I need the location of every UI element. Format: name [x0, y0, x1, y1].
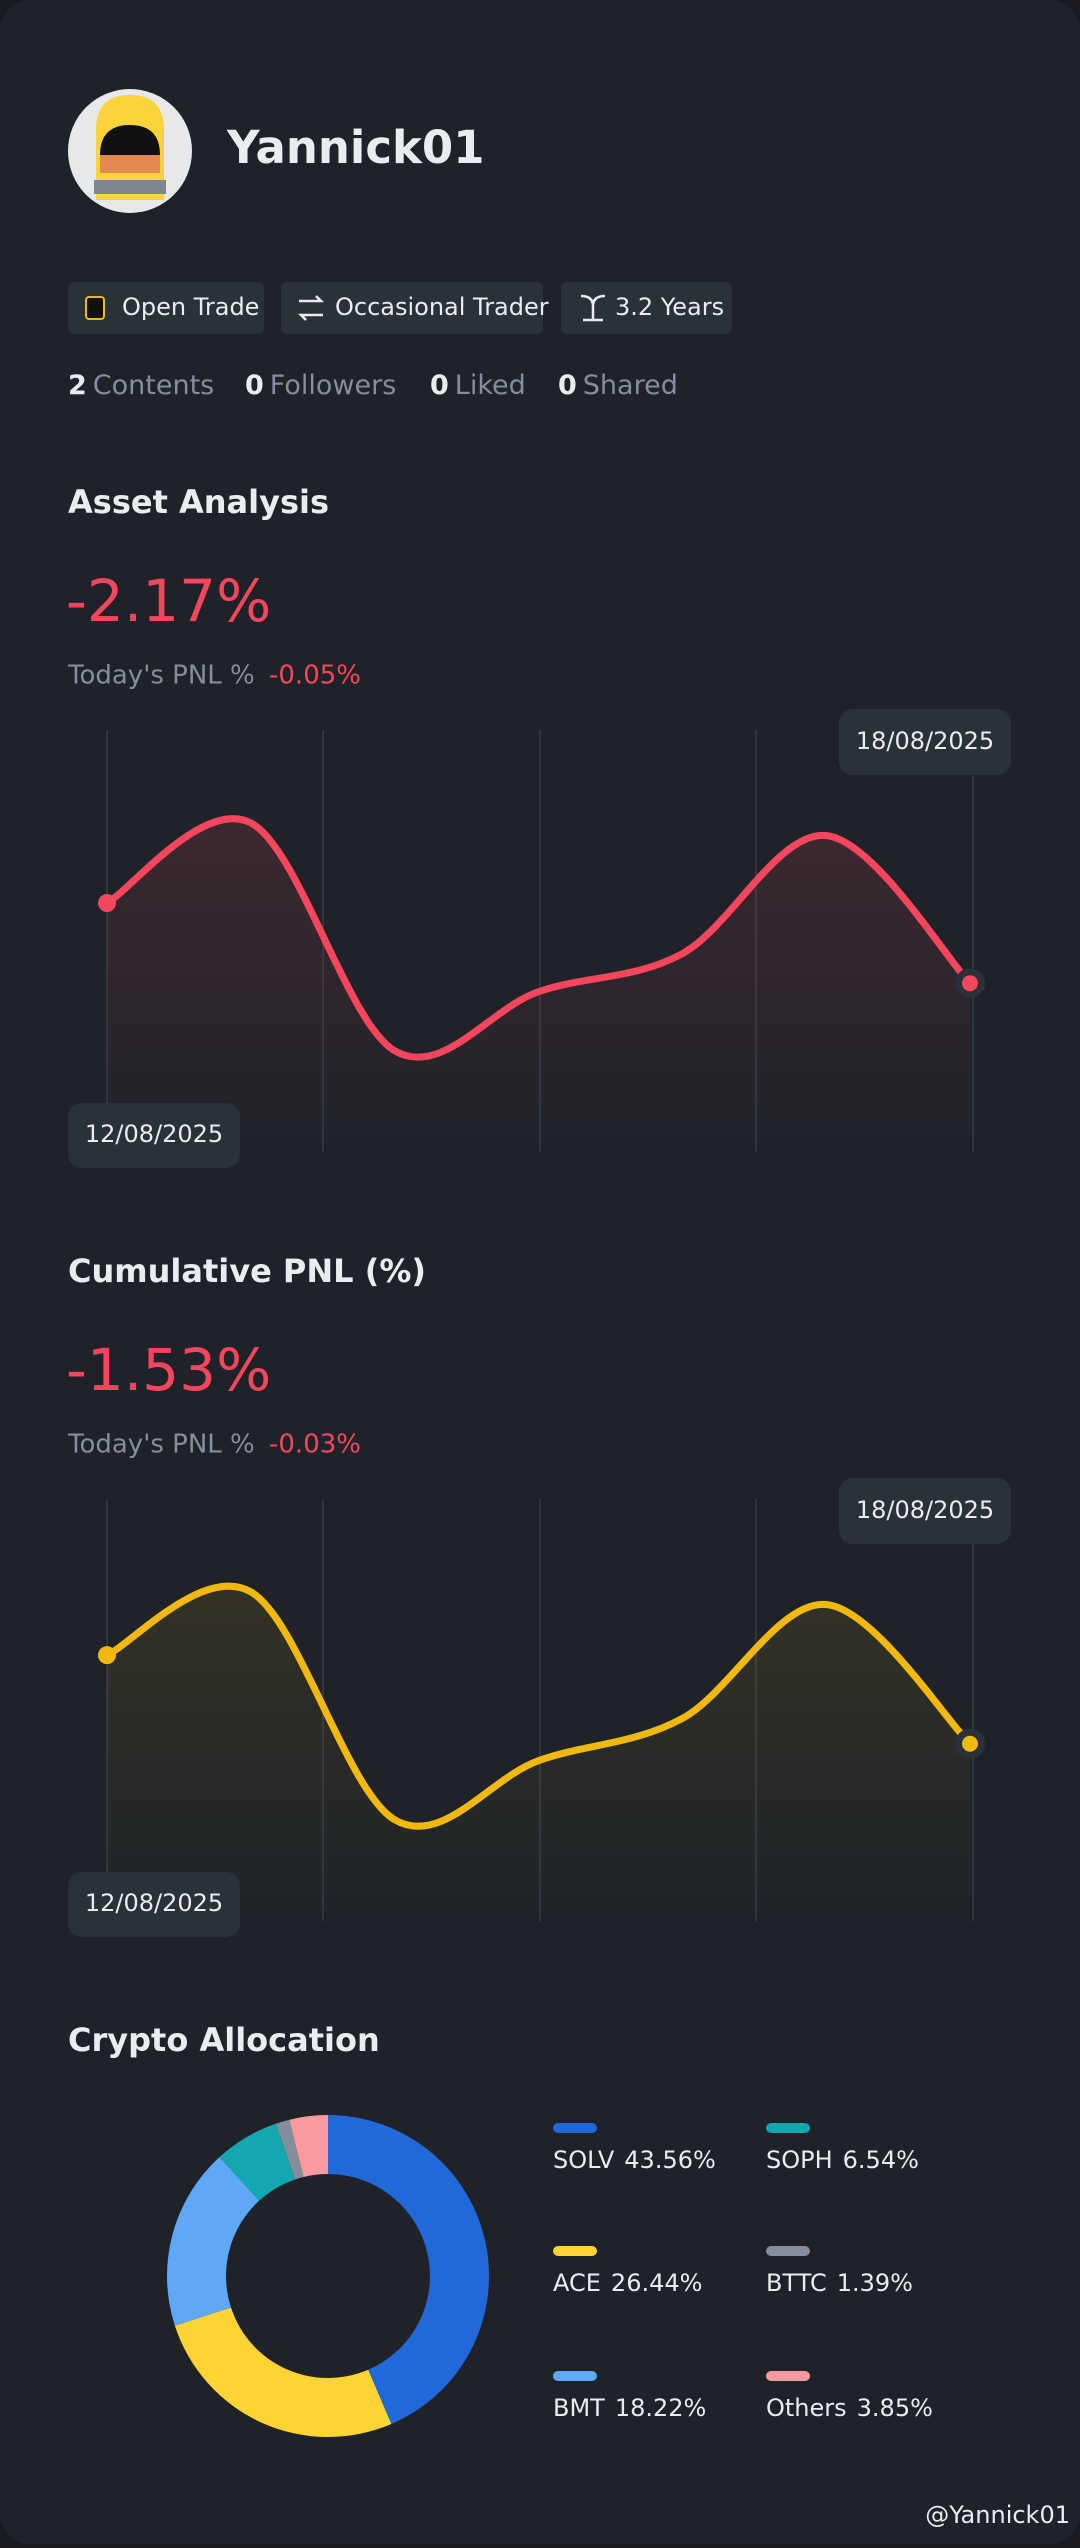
tooltip-date: 18/08/2025 — [856, 1496, 994, 1524]
legend-value: 3.85% — [857, 2394, 933, 2422]
section-title: Asset Analysis — [68, 483, 329, 521]
headline: -2.17% — [66, 567, 271, 635]
legend-swatch — [553, 2123, 597, 2133]
legend-value: 18.22% — [615, 2394, 707, 2422]
subtitle: Today's PNL % — [67, 661, 255, 691]
legend-value: 43.56% — [624, 2146, 716, 2174]
donut-slice — [167, 2157, 260, 2326]
donut-slice — [219, 2123, 296, 2201]
donut-slice — [328, 2115, 490, 2424]
user-name: Yannick01 — [226, 121, 485, 174]
donut-slice — [275, 2119, 304, 2180]
stat-label: Shared — [583, 370, 678, 401]
headline: -1.53% — [66, 1336, 271, 1404]
tooltip — [68, 1872, 240, 1937]
legend-entry: SOPH 6.54% — [766, 2146, 919, 2174]
legend-swatch — [766, 2371, 810, 2381]
stat-label: Liked — [455, 370, 526, 401]
line — [103, 815, 974, 1061]
donut-slice — [289, 2115, 328, 2177]
charts: Asset Analysis -2.17% Today's PNL % -0.05% 1… — [66, 483, 1011, 2438]
stat-value: 0 — [245, 370, 264, 401]
tag: 3.2 Years — [615, 293, 724, 321]
subtitle-value: -0.03% — [269, 1430, 361, 1460]
section-title: Crypto Allocation — [68, 2021, 380, 2059]
stat: 0 Shared — [558, 370, 678, 401]
legend-swatch — [766, 2123, 810, 2133]
tag: Occasional Trader — [335, 293, 549, 321]
end-dot — [962, 1735, 978, 1752]
stat: 2 Contents — [68, 370, 214, 401]
stat-value: 0 — [558, 370, 577, 401]
stats: 2 Contents 0 Followers 0 Liked 0 Shared — [68, 370, 678, 401]
stat-label: Contents — [93, 370, 214, 401]
legend-name: SOLV — [553, 2146, 615, 2174]
stat-value: 0 — [430, 370, 449, 401]
legend-swatch — [553, 2371, 597, 2381]
avatar — [68, 89, 192, 213]
tooltip-date: 12/08/2025 — [85, 1889, 223, 1917]
watermark: @Yannick01 — [925, 2501, 1070, 2529]
area — [107, 818, 970, 1152]
donut-slice — [174, 2307, 392, 2438]
legend-name: BMT — [553, 2394, 605, 2422]
tooltip — [839, 1478, 1011, 1544]
end-dot — [962, 975, 978, 992]
legend-swatch — [766, 2246, 810, 2256]
legend-value: 26.44% — [611, 2269, 703, 2297]
tag: Open Trade — [122, 293, 259, 321]
start-dot — [98, 894, 116, 913]
line — [103, 1582, 974, 1830]
subtitle: Today's PNL % — [67, 1430, 255, 1460]
legend-entry: SOLV 43.56% — [553, 2146, 716, 2174]
legend-entry: ACE 26.44% — [553, 2269, 702, 2297]
legend-name: Others — [766, 2394, 847, 2422]
legend-name: SOPH — [766, 2146, 833, 2174]
legend-name: ACE — [553, 2269, 601, 2297]
legend-name: BTTC — [766, 2269, 827, 2297]
tooltip-date: 12/08/2025 — [85, 1120, 223, 1148]
legend-value: 1.39% — [837, 2269, 913, 2297]
section-title: Cumulative PNL (%) — [68, 1252, 426, 1290]
legend-value: 6.54% — [843, 2146, 919, 2174]
stat: 0 Liked — [430, 370, 526, 401]
start-dot — [98, 1646, 116, 1665]
legend-entry: Others 3.85% — [766, 2394, 933, 2422]
stat-value: 2 — [68, 370, 87, 401]
subtitle-value: -0.05% — [269, 661, 361, 691]
tags: Open Trade Occasional Trader 3.2 Years — [68, 282, 732, 334]
legend-entry: BMT 18.22% — [553, 2394, 706, 2422]
tooltip — [68, 1103, 240, 1168]
legend-entry: BTTC 1.39% — [766, 2269, 913, 2297]
tooltip-date: 18/08/2025 — [856, 727, 994, 755]
stat-label: Followers — [270, 370, 396, 401]
tooltip — [839, 709, 1011, 775]
legend-swatch — [553, 2246, 597, 2256]
area — [107, 1586, 970, 1921]
stat: 0 Followers — [245, 370, 396, 401]
